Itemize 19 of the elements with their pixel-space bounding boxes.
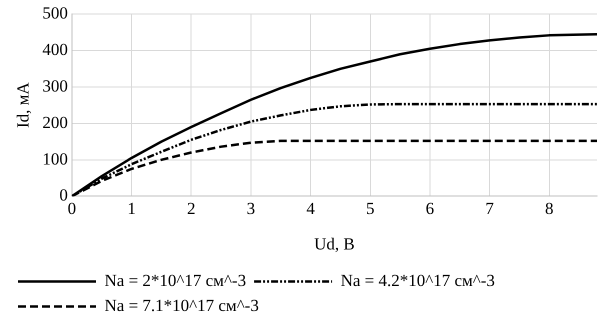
x-tick-label: 7 [485,198,494,218]
x-tick-label: 4 [306,198,316,218]
legend-label: Na = 4.2*10^17 см^-3 [340,270,495,290]
y-tick-label: 100 [42,149,68,168]
legend-label: Na = 7.1*10^17 см^-3 [104,296,259,315]
x-tick-label: 1 [127,198,136,218]
x-tick-label: 2 [186,198,196,218]
y-tick-label: 0 [59,186,68,205]
x-axis-title: Ud, B [314,234,355,254]
y-axis-title: Id, мА [14,82,33,128]
x-tick-label: 3 [246,198,256,218]
x-tick-label: 8 [545,198,554,218]
x-tick-label: 5 [366,198,374,218]
y-tick-label: 200 [42,112,68,132]
legend-label: Na = 2*10^17 см^-3 [104,270,246,290]
x-tick-label: 6 [426,198,434,218]
y-tick-label: 300 [42,76,68,96]
y-tick-label: 500 [42,4,68,23]
y-tick-label: 400 [42,40,68,60]
